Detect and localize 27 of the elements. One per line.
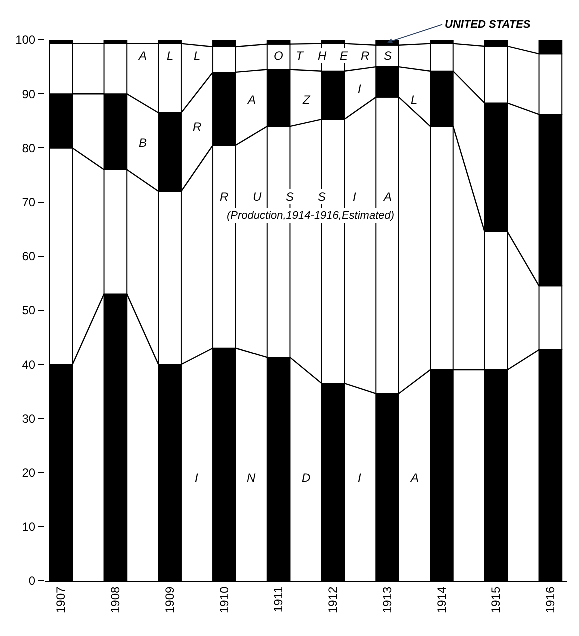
y-tick-label: 80 (22, 141, 36, 156)
text: I N D I A (195, 471, 420, 485)
x-tick-label: 1910 (217, 586, 232, 614)
text: A L L O T H E R S (139, 49, 392, 63)
y-tick-label: 100 (16, 33, 36, 48)
text: R U S S I A (220, 190, 392, 204)
y-tick-label: 50 (22, 304, 36, 318)
x-tick-label: 1907 (54, 586, 68, 614)
y-tick-label: 10 (22, 520, 36, 534)
y-tick-label: 30 (22, 412, 36, 426)
text: B R A Z I L (139, 82, 418, 150)
x-tick-label: 1912 (326, 586, 340, 614)
x-tick-label: 1915 (489, 586, 504, 614)
y-tick-label: 40 (22, 358, 36, 372)
annotation: (Production,1914-1916,Estimated) (227, 210, 395, 222)
x-tick-label: 1908 (108, 586, 123, 614)
x-tick-label: 1913 (380, 586, 394, 614)
x-tick-label: 1909 (162, 586, 177, 614)
x-tick-label: 1911 (272, 586, 286, 613)
y-tick-label: 20 (22, 466, 36, 480)
annotation: UNITED STATES (445, 19, 532, 31)
y-tick-label: 70 (22, 196, 36, 210)
x-tick-label: 1916 (544, 586, 558, 614)
x-tick-label: 1914 (434, 586, 449, 614)
y-tick-label: 0 (28, 574, 36, 588)
y-tick-label: 60 (22, 250, 36, 264)
y-tick-label: 90 (22, 87, 36, 102)
